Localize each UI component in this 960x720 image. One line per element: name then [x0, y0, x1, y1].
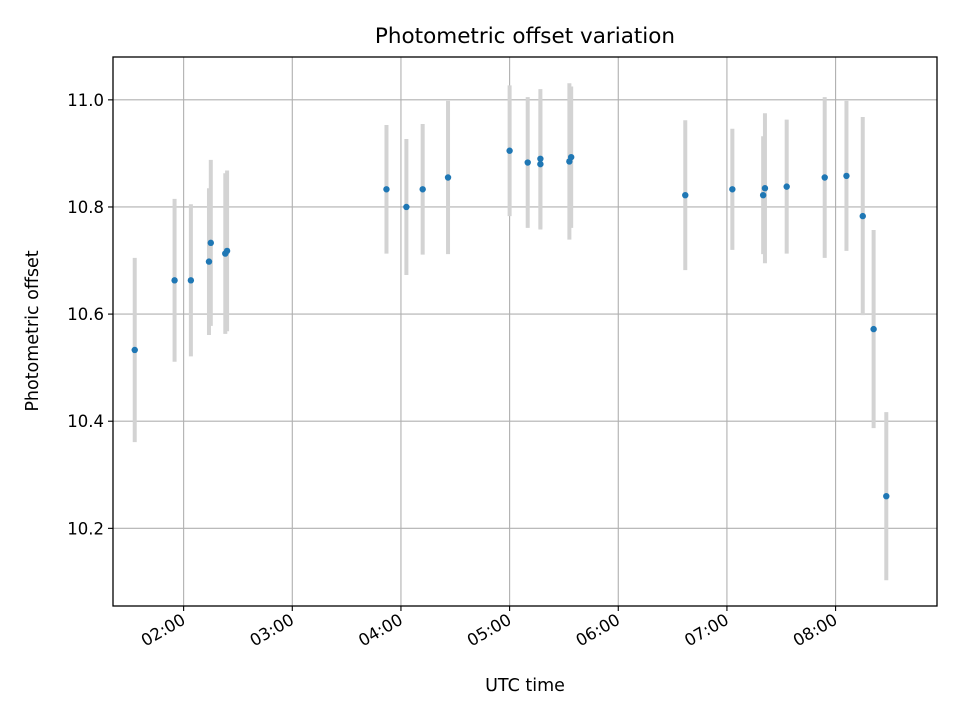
y-tick-label: 10.8 — [67, 198, 104, 217]
y-tick-label: 10.4 — [67, 412, 104, 431]
data-point — [524, 159, 531, 166]
data-point — [821, 174, 828, 181]
y-tick-label: 10.2 — [67, 519, 104, 538]
data-point — [444, 174, 452, 181]
data-point — [783, 183, 790, 190]
data-point — [682, 191, 689, 199]
data-point — [383, 186, 390, 193]
plot-area — [113, 57, 937, 606]
data-point — [205, 258, 213, 265]
x-axis-label: UTC time — [485, 676, 565, 696]
data-point — [567, 153, 575, 161]
y-axis-label: Photometric offset — [23, 250, 43, 411]
data-point — [859, 212, 866, 220]
data-point — [761, 185, 769, 192]
data-point — [729, 186, 736, 193]
axes-frame — [112, 56, 938, 607]
data-point — [131, 346, 138, 354]
data-point — [506, 147, 513, 154]
chart-title: Photometric offset variation — [375, 24, 675, 49]
data-point — [223, 247, 231, 255]
data-point — [759, 191, 767, 199]
data-point — [187, 277, 195, 284]
y-ticks: 10.2 10.4 10.6 10.8 11.0 — [67, 91, 113, 538]
y-tick-label: 10.6 — [67, 305, 104, 324]
data-point — [843, 172, 850, 180]
data-point — [537, 160, 544, 168]
data-point — [419, 186, 426, 193]
data-point — [403, 203, 410, 211]
y-tick-label: 11.0 — [67, 91, 104, 110]
data-point — [870, 325, 877, 333]
data-point — [207, 239, 214, 247]
grid — [113, 57, 937, 606]
data-point — [171, 277, 178, 284]
data-points — [131, 147, 890, 500]
data-point — [883, 493, 890, 500]
data-point — [537, 155, 544, 162]
